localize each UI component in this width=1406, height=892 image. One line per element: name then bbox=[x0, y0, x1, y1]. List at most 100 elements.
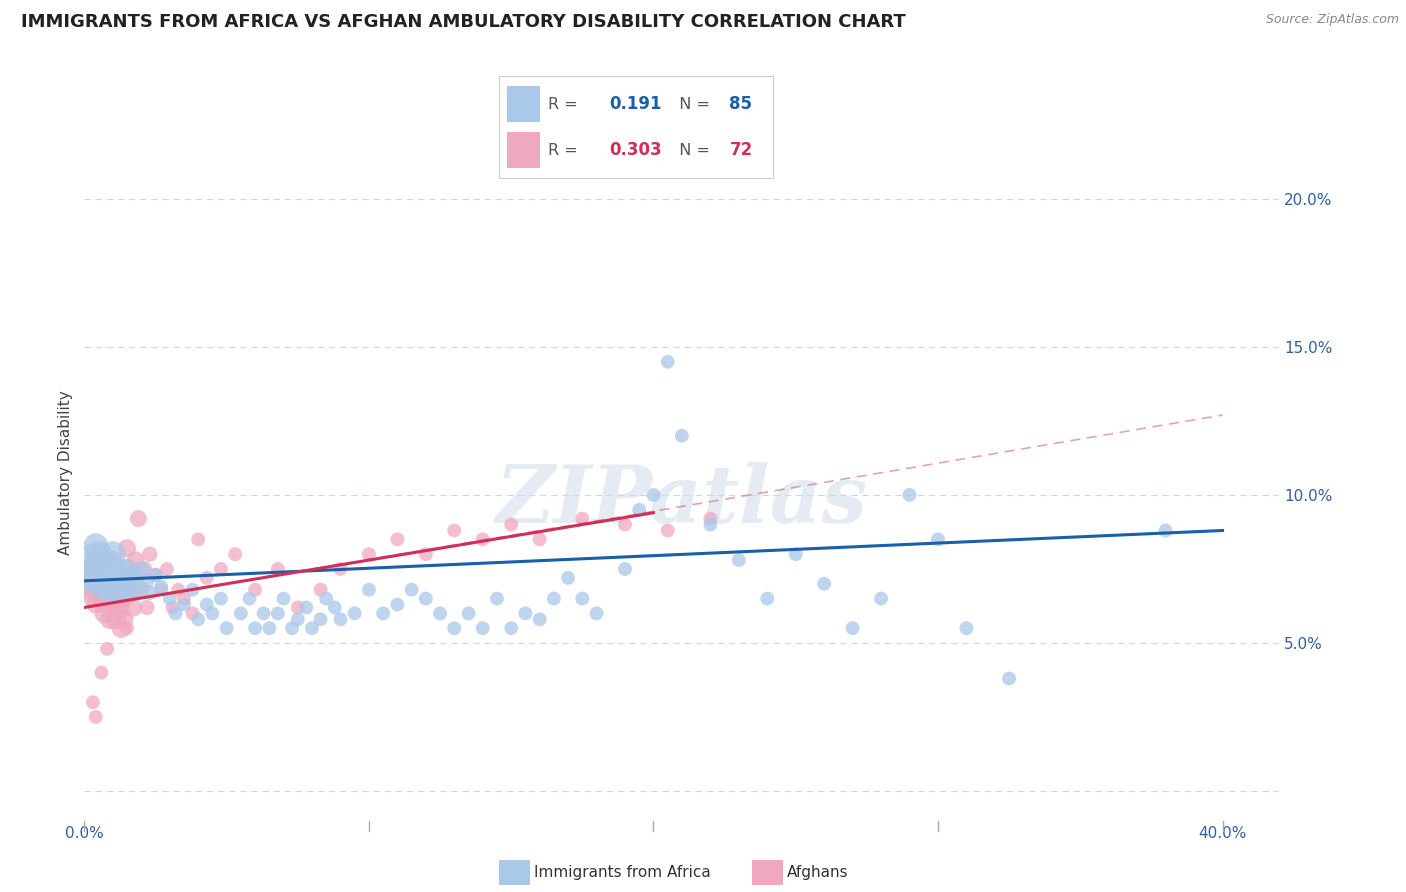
Point bbox=[785, 547, 807, 561]
Point bbox=[104, 591, 127, 606]
Point bbox=[104, 612, 127, 626]
Point bbox=[87, 562, 110, 576]
Point bbox=[87, 582, 110, 597]
Point bbox=[195, 598, 218, 612]
Text: ZIPatlas: ZIPatlas bbox=[496, 462, 868, 540]
Point bbox=[84, 710, 107, 724]
Point bbox=[614, 517, 637, 532]
Point bbox=[145, 568, 167, 582]
Point bbox=[87, 562, 110, 576]
Point bbox=[281, 621, 304, 635]
Point bbox=[96, 598, 118, 612]
Point bbox=[415, 591, 437, 606]
Point bbox=[643, 488, 665, 502]
Point bbox=[699, 511, 721, 525]
Point bbox=[162, 600, 184, 615]
Point bbox=[699, 517, 721, 532]
Point bbox=[127, 580, 149, 594]
Point bbox=[401, 582, 423, 597]
FancyBboxPatch shape bbox=[508, 132, 540, 168]
Point bbox=[501, 517, 523, 532]
Text: R =: R = bbox=[548, 143, 589, 158]
Point bbox=[82, 695, 104, 709]
Point bbox=[329, 562, 352, 576]
Point bbox=[614, 562, 637, 576]
Point bbox=[145, 568, 167, 582]
FancyBboxPatch shape bbox=[508, 87, 540, 122]
Point bbox=[201, 607, 224, 621]
Point bbox=[173, 598, 195, 612]
Point bbox=[443, 621, 465, 635]
Point bbox=[121, 585, 143, 599]
Point bbox=[287, 612, 309, 626]
Point bbox=[485, 591, 508, 606]
Point bbox=[101, 565, 124, 579]
Point bbox=[315, 591, 337, 606]
Point bbox=[229, 607, 252, 621]
Point bbox=[136, 574, 159, 588]
Point bbox=[571, 591, 593, 606]
Text: IMMIGRANTS FROM AFRICA VS AFGHAN AMBULATORY DISABILITY CORRELATION CHART: IMMIGRANTS FROM AFRICA VS AFGHAN AMBULAT… bbox=[21, 13, 905, 31]
Point bbox=[273, 591, 295, 606]
Point bbox=[501, 621, 523, 635]
Point bbox=[295, 600, 318, 615]
Point bbox=[301, 621, 323, 635]
Point bbox=[471, 533, 494, 547]
Point bbox=[101, 547, 124, 561]
Point bbox=[628, 502, 651, 516]
Point bbox=[150, 580, 173, 594]
Point bbox=[115, 621, 138, 635]
Point bbox=[529, 612, 551, 626]
Point bbox=[195, 571, 218, 585]
Point bbox=[557, 571, 579, 585]
Point bbox=[187, 612, 209, 626]
Point bbox=[115, 562, 138, 576]
Point bbox=[309, 612, 332, 626]
Point bbox=[96, 641, 118, 656]
Point bbox=[657, 355, 679, 369]
Point bbox=[173, 591, 195, 606]
Point bbox=[76, 576, 98, 591]
Point bbox=[187, 533, 209, 547]
Point bbox=[139, 547, 162, 561]
Point bbox=[529, 533, 551, 547]
Point bbox=[429, 607, 451, 621]
Point bbox=[898, 488, 921, 502]
Point bbox=[259, 621, 281, 635]
Point bbox=[107, 582, 129, 597]
Point bbox=[215, 621, 238, 635]
Point bbox=[107, 607, 129, 621]
Point bbox=[287, 600, 309, 615]
Point bbox=[727, 553, 749, 567]
Point bbox=[841, 621, 863, 635]
Point bbox=[167, 582, 190, 597]
Point bbox=[238, 591, 260, 606]
Point bbox=[84, 553, 107, 567]
Text: 72: 72 bbox=[730, 141, 752, 159]
Point bbox=[756, 591, 779, 606]
Point bbox=[267, 562, 290, 576]
Point bbox=[118, 582, 141, 597]
Text: N =: N = bbox=[669, 96, 716, 112]
Point bbox=[127, 511, 149, 525]
Point bbox=[96, 571, 118, 585]
Point bbox=[112, 612, 135, 626]
Point bbox=[515, 607, 537, 621]
Point bbox=[98, 612, 121, 626]
Point bbox=[371, 607, 394, 621]
Point bbox=[323, 600, 346, 615]
Text: Immigrants from Africa: Immigrants from Africa bbox=[534, 865, 711, 880]
Point bbox=[104, 574, 127, 588]
Point bbox=[543, 591, 565, 606]
Point bbox=[96, 553, 118, 567]
Point bbox=[82, 571, 104, 585]
Point bbox=[159, 591, 181, 606]
Point bbox=[357, 582, 380, 597]
Point bbox=[110, 568, 132, 582]
Point bbox=[90, 571, 112, 585]
Y-axis label: Ambulatory Disability: Ambulatory Disability bbox=[58, 391, 73, 555]
Point bbox=[79, 562, 101, 576]
Point bbox=[471, 621, 494, 635]
Point bbox=[84, 538, 107, 552]
Point bbox=[165, 607, 187, 621]
